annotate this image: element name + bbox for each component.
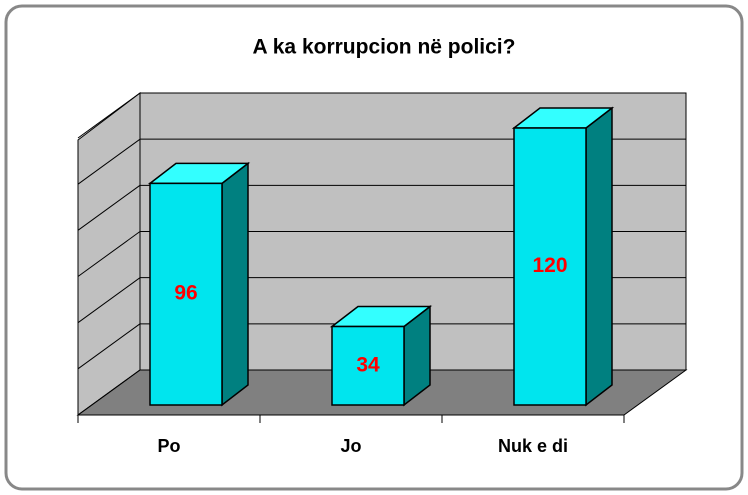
- bar-side: [585, 106, 613, 407]
- grid-line: [77, 277, 141, 324]
- data-label: 96: [174, 282, 197, 305]
- x-tick-label: Po: [157, 436, 180, 456]
- grid-line: [77, 369, 141, 416]
- bar: [331, 325, 405, 406]
- grid-line: [77, 323, 141, 370]
- grid-line: [77, 138, 141, 185]
- bar: [149, 182, 223, 406]
- data-label: 34: [356, 353, 380, 376]
- x-tick-label: Jo: [340, 436, 361, 456]
- grid-line: [77, 184, 141, 231]
- chart-title: A ka korrupcion në polici?: [253, 36, 516, 59]
- bar: [513, 127, 587, 406]
- grid-line: [77, 92, 141, 139]
- bar-side: [221, 161, 249, 407]
- data-label: 120: [532, 254, 567, 277]
- x-tick-label: Nuk e di: [498, 436, 568, 456]
- grid-line: [77, 231, 141, 277]
